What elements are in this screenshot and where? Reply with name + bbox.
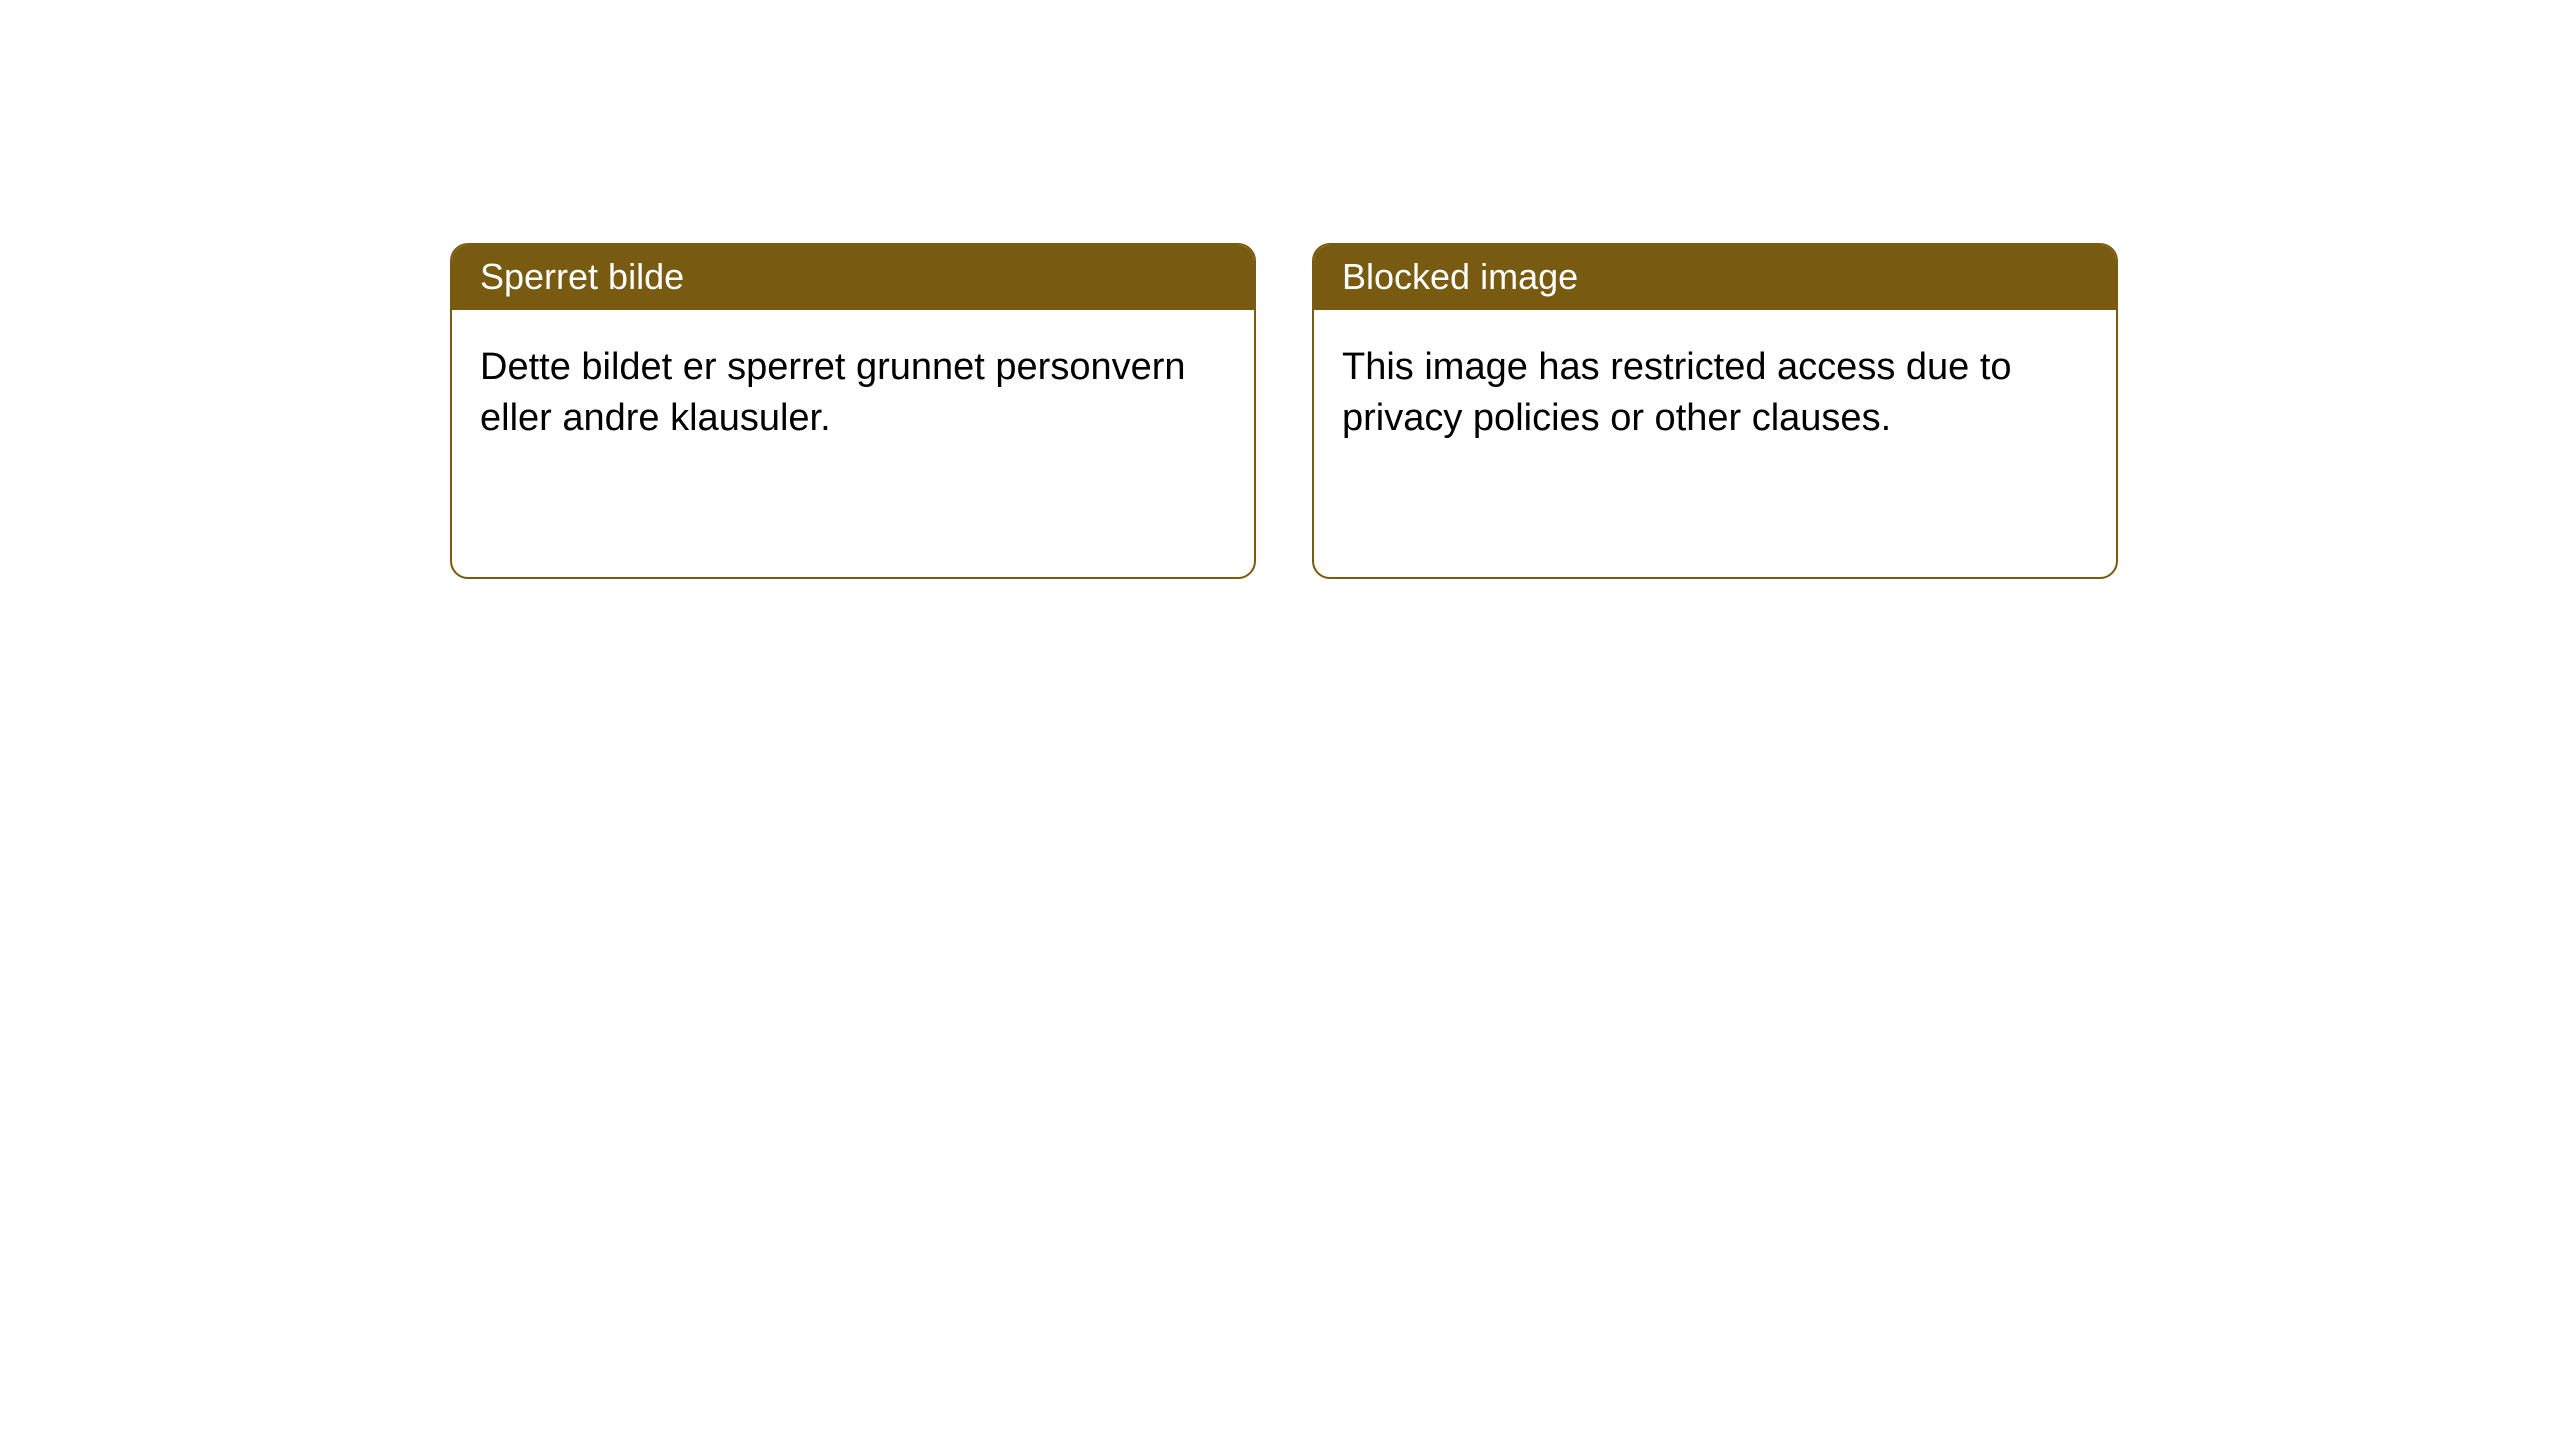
notice-container: Sperret bilde Dette bildet er sperret gr… [450, 243, 2118, 579]
notice-card-text: This image has restricted access due to … [1342, 346, 2012, 439]
notice-card-header: Sperret bilde [452, 245, 1254, 310]
notice-card-english: Blocked image This image has restricted … [1312, 243, 2118, 579]
notice-card-norwegian: Sperret bilde Dette bildet er sperret gr… [450, 243, 1256, 579]
notice-card-body: Dette bildet er sperret grunnet personve… [452, 310, 1254, 477]
notice-card-text: Dette bildet er sperret grunnet personve… [480, 346, 1186, 439]
notice-card-body: This image has restricted access due to … [1314, 310, 2116, 477]
notice-card-title: Blocked image [1342, 256, 1578, 297]
notice-card-title: Sperret bilde [480, 256, 684, 297]
notice-card-header: Blocked image [1314, 245, 2116, 310]
